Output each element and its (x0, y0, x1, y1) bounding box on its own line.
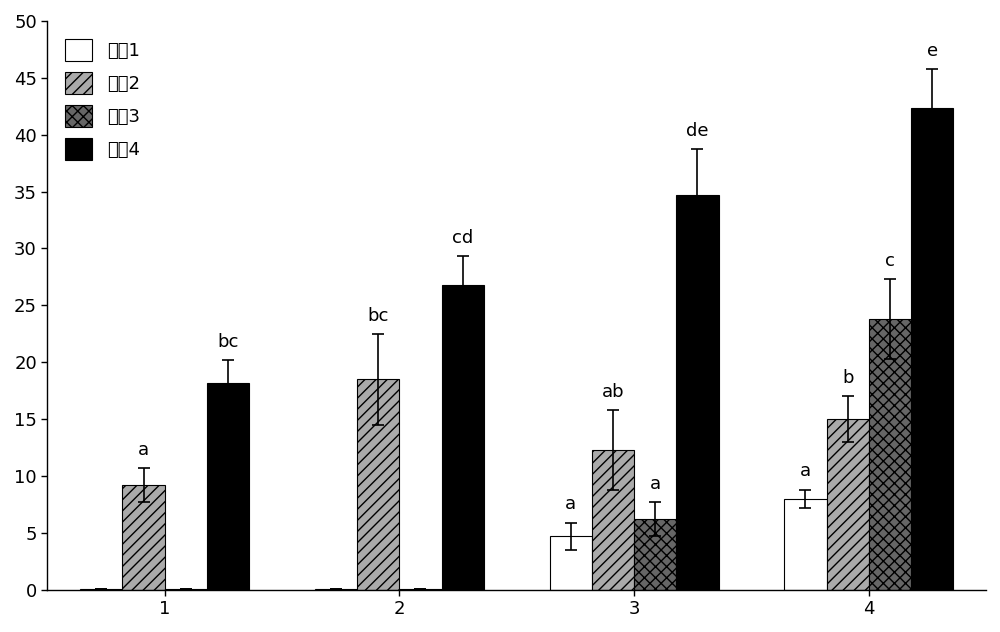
Bar (550, 536, 592, 590)
Bar (634, 519, 676, 590)
Legend: 处理1, 处理2, 处理3, 处理4: 处理1, 处理2, 处理3, 处理4 (56, 30, 149, 169)
Bar (315, 588, 357, 590)
Bar (592, 450, 634, 590)
Text: a: a (138, 441, 149, 459)
Bar (442, 285, 484, 590)
Text: c: c (885, 252, 895, 270)
Bar (784, 499, 827, 590)
Text: a: a (650, 475, 661, 493)
Text: ab: ab (602, 383, 624, 401)
Text: bc: bc (217, 333, 239, 351)
Bar (869, 319, 911, 590)
Text: de: de (686, 123, 709, 140)
Bar (122, 485, 165, 590)
Bar (399, 588, 442, 590)
Text: a: a (800, 463, 811, 480)
Bar (207, 382, 249, 590)
Bar (676, 195, 719, 590)
Bar (827, 419, 869, 590)
Bar (357, 379, 399, 590)
Bar (80, 588, 122, 590)
Text: b: b (842, 369, 853, 387)
Bar (911, 109, 953, 590)
Text: e: e (927, 42, 938, 59)
Text: cd: cd (452, 229, 473, 247)
Bar (165, 588, 207, 590)
Text: bc: bc (368, 307, 389, 325)
Text: a: a (565, 495, 576, 513)
